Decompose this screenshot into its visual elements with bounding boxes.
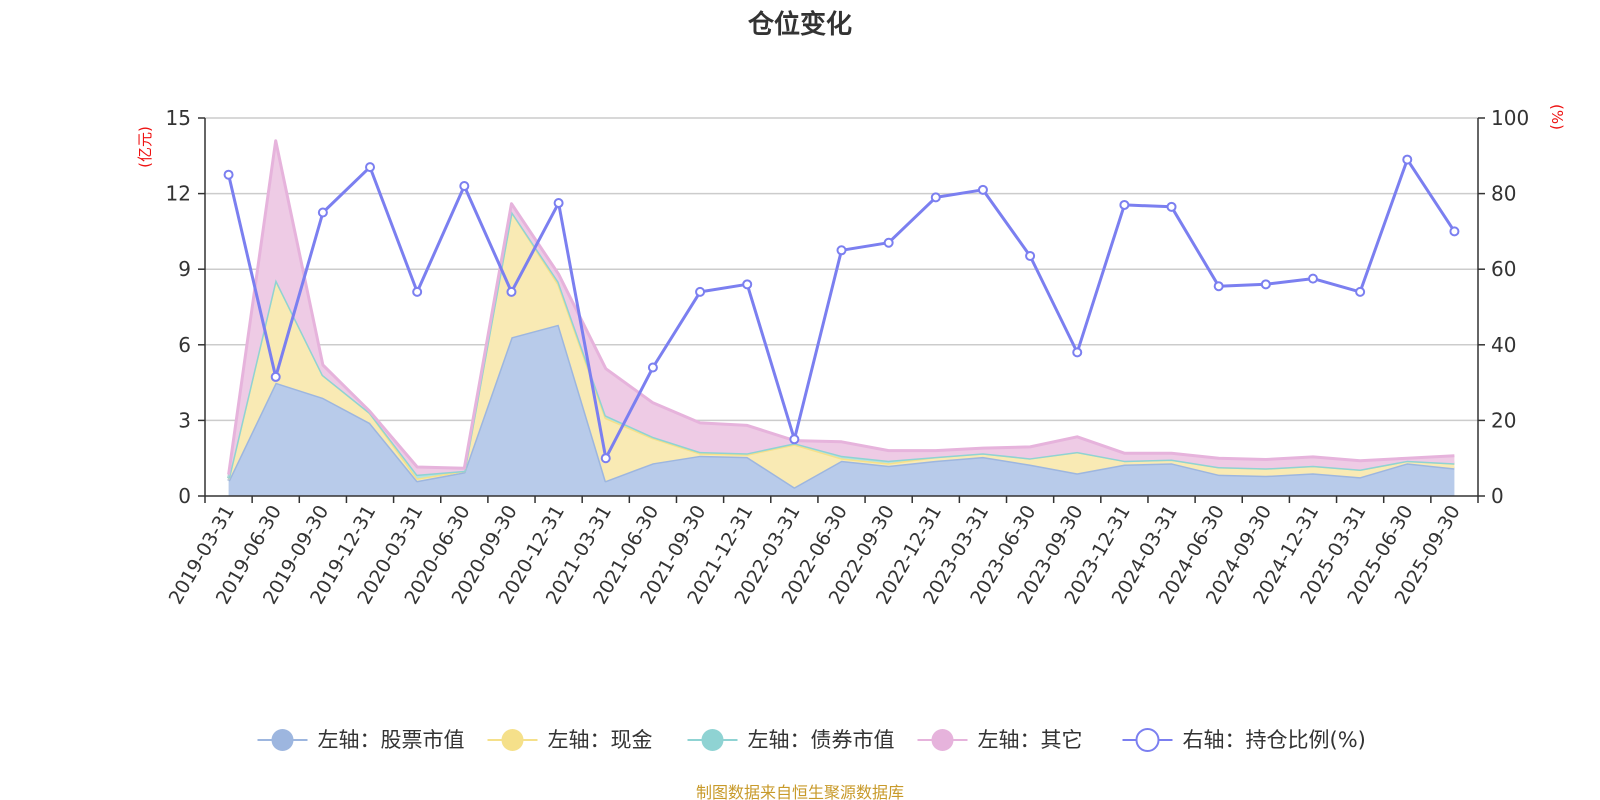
ratio-point[interactable] [1213, 281, 1224, 292]
right-axis-unit: (%) [1548, 104, 1566, 130]
ratio-point[interactable] [695, 286, 706, 297]
gridlines [205, 117, 1478, 422]
ratio-point[interactable] [742, 279, 753, 290]
area-左轴：其它 [228, 140, 1455, 479]
ratio-point[interactable] [270, 371, 281, 382]
left-tick-label: 3 [178, 408, 191, 432]
legend: 左轴：股票市值 左轴：现金 左轴：债券市值 左轴：其它 右轴：持仓比例(%) [257, 728, 1366, 752]
right-tick-label: 80 [1491, 182, 1516, 206]
left-tick-label: 15 [166, 106, 191, 130]
right-tick-label: 40 [1491, 333, 1516, 357]
legend-swatch-marker [701, 729, 724, 751]
ratio-point[interactable] [930, 192, 941, 203]
ratio-point[interactable] [1307, 273, 1318, 284]
ratio-point[interactable] [647, 362, 658, 373]
left-axis-unit: (亿元) [136, 126, 154, 168]
ratio-point[interactable] [1260, 279, 1271, 290]
stacked-areas [227, 139, 1455, 496]
source-note: 制图数据来自恒生聚源数据库 [696, 783, 904, 800]
ratio-point[interactable] [789, 434, 800, 445]
ratio-point[interactable] [412, 286, 423, 297]
legend-swatch-marker [1135, 728, 1160, 752]
ratio-point[interactable] [365, 162, 376, 173]
ratio-point[interactable] [506, 286, 517, 297]
left-tick-label: 9 [178, 257, 191, 281]
ratio-point[interactable] [317, 207, 328, 218]
left-tick-label: 12 [166, 182, 191, 206]
right-tick-label: 100 [1491, 106, 1529, 130]
ratio-point[interactable] [1449, 226, 1460, 237]
ratio-point[interactable] [836, 245, 847, 256]
ratio-point[interactable] [1072, 347, 1083, 358]
legend-item[interactable]: 左轴：股票市值 [257, 728, 465, 752]
ratio-point[interactable] [1355, 286, 1366, 297]
legend-item[interactable]: 左轴：现金 [487, 728, 653, 752]
right-tick-label: 0 [1491, 484, 1504, 508]
chart-title: 仓位变化 [747, 9, 852, 40]
legend-label: 左轴：债券市值 [748, 728, 895, 752]
legend-label: 左轴：其它 [978, 728, 1083, 752]
legend-swatch-marker [931, 729, 954, 751]
left-tick-label: 6 [178, 333, 191, 357]
legend-swatch-marker [501, 729, 524, 751]
right-tick-label: 60 [1491, 257, 1516, 281]
legend-label: 左轴：股票市值 [318, 728, 465, 752]
ratio-point[interactable] [1025, 250, 1036, 261]
ratio-point[interactable] [1119, 199, 1130, 210]
ratio-point[interactable] [883, 237, 894, 248]
legend-item[interactable]: 左轴：其它 [917, 728, 1083, 752]
area-edge-左轴：其它 [227, 139, 1455, 475]
ratio-point[interactable] [977, 184, 988, 195]
ratio-line-path [227, 158, 1456, 460]
ratio-line [223, 154, 1460, 464]
legend-swatch-marker [271, 729, 294, 751]
area-左轴：股票市值 [228, 324, 1455, 496]
area-左轴：现金 [228, 211, 1455, 488]
ratio-point[interactable] [553, 198, 564, 209]
right-tick-label: 20 [1491, 408, 1516, 432]
legend-item[interactable]: 左轴：债券市值 [687, 728, 895, 752]
ratio-point[interactable] [459, 181, 470, 192]
legend-label: 右轴：持仓比例(%) [1183, 728, 1366, 752]
ratio-point[interactable] [1166, 201, 1177, 212]
left-tick-label: 0 [178, 484, 191, 508]
legend-item[interactable]: 右轴：持仓比例(%) [1122, 728, 1366, 752]
legend-label: 左轴：现金 [548, 728, 653, 752]
ratio-point[interactable] [1402, 154, 1413, 165]
ratio-point[interactable] [600, 453, 611, 464]
ratio-point[interactable] [223, 169, 234, 180]
